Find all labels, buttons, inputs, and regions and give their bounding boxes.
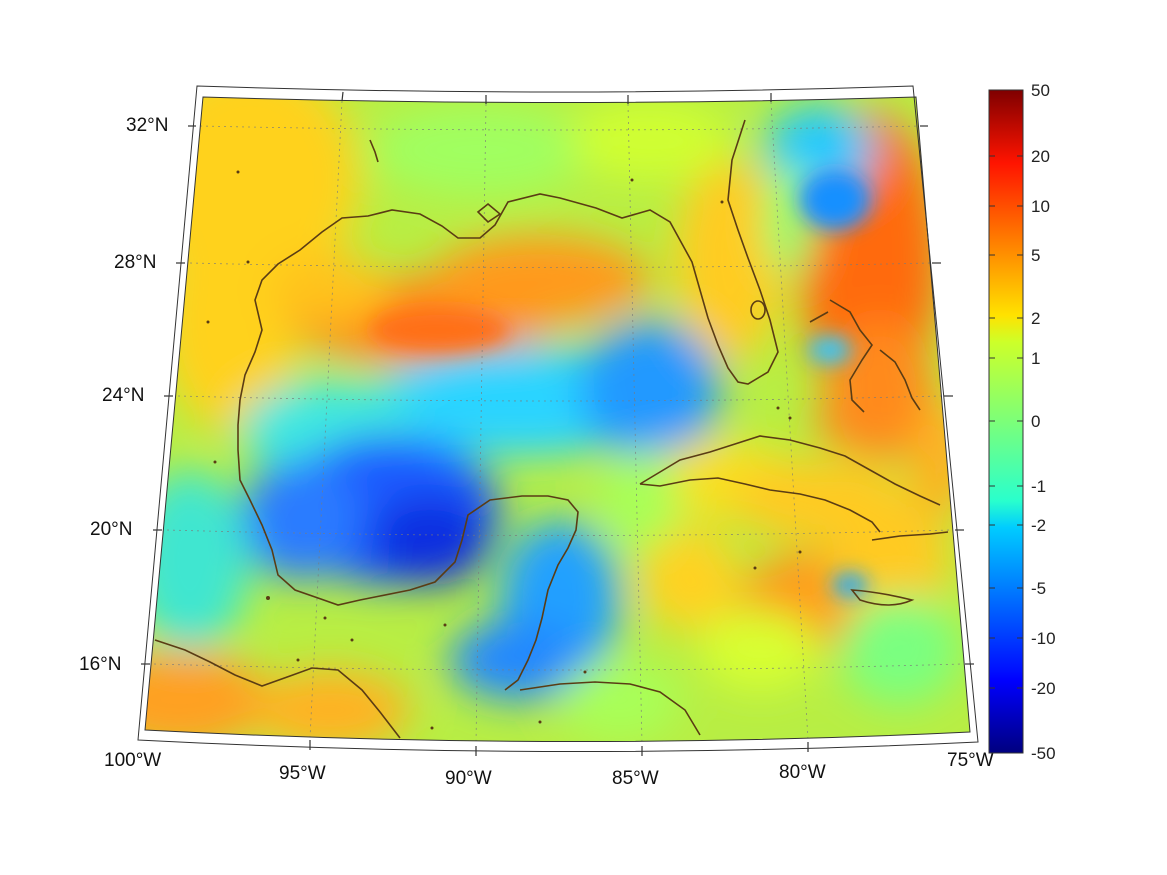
map-frame: [137, 85, 979, 753]
latitude-labels: 32°N 28°N 24°N 20°N 16°N: [79, 115, 168, 675]
lon-label-90w: 90°W: [445, 768, 492, 789]
colorbar-label: -2: [1031, 516, 1046, 535]
longitude-labels: 100°W 95°W 90°W 85°W 80°W 75°W: [104, 750, 994, 789]
lat-label-32n: 32°N: [126, 115, 168, 136]
lon-label-80w: 80°W: [779, 762, 826, 783]
colorbar-label: -10: [1031, 629, 1056, 648]
colorbar-label: 10: [1031, 197, 1050, 216]
colorbar-label: 2: [1031, 309, 1040, 328]
colorbar-label: -5: [1031, 579, 1046, 598]
colorbar-label: 1: [1031, 349, 1040, 368]
lat-label-28n: 28°N: [114, 252, 156, 273]
colorbar-label: -50: [1031, 744, 1056, 763]
frame-ticks: [141, 91, 974, 756]
lon-label-100w: 100°W: [104, 750, 161, 771]
colorbar-ticks: [989, 89, 1023, 754]
island-dots: [206, 170, 802, 730]
coastlines: [154, 119, 949, 739]
lat-label-24n: 24°N: [102, 385, 144, 406]
colorbar-label: 5: [1031, 246, 1040, 265]
colorbar-label: 20: [1031, 147, 1050, 166]
lon-label-75w: 75°W: [947, 750, 994, 771]
lon-label-95w: 95°W: [279, 763, 326, 784]
lat-label-16n: 16°N: [79, 654, 121, 675]
graticule: [153, 100, 963, 742]
lon-label-85w: 85°W: [612, 768, 659, 789]
colorbar-label: 50: [1031, 81, 1050, 100]
lat-label-20n: 20°N: [90, 519, 132, 540]
colorbar-label: 0: [1031, 412, 1040, 431]
colorbar-label: -20: [1031, 679, 1056, 698]
colorbar-label: -1: [1031, 477, 1046, 496]
data-field: [145, 97, 970, 742]
